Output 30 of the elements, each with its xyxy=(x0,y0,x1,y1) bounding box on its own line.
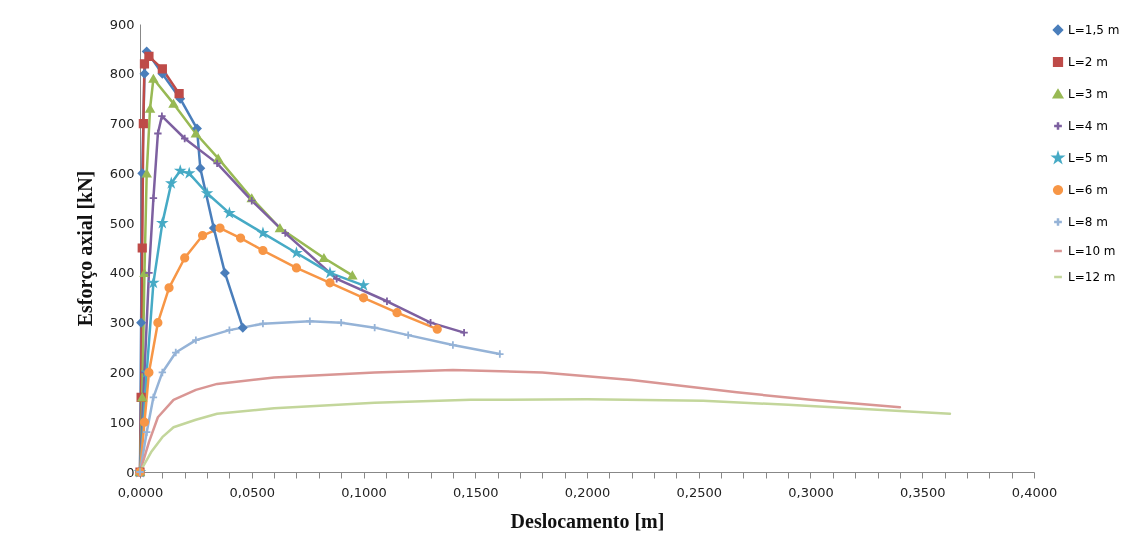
legend-label: L=6 m xyxy=(1068,183,1108,197)
y-tick-label: 600 xyxy=(109,165,135,181)
legend-label: L=2 m xyxy=(1068,55,1108,69)
y-tick-label: 200 xyxy=(109,364,135,380)
legend-label: L=4 m xyxy=(1068,119,1108,133)
x-tick-label: 0,0000 xyxy=(117,484,164,500)
x-tick-label: 0,4000 xyxy=(1011,484,1058,500)
legend-label: L=1,5 m xyxy=(1068,23,1120,37)
x-tick-label: 0,2000 xyxy=(564,484,611,500)
x-tick-label: 0,2500 xyxy=(676,484,722,500)
x-axis-title: Deslocamento [m] xyxy=(510,509,665,532)
y-tick-label: 700 xyxy=(109,116,135,132)
legend-label: L=10 m xyxy=(1068,244,1116,258)
legend-label: L=8 m xyxy=(1068,215,1108,229)
legend-label: L=12 m xyxy=(1068,270,1116,284)
x-tick-label: 0,1000 xyxy=(341,484,387,500)
x-tick-label: 0,3500 xyxy=(900,484,946,500)
y-tick-label: 800 xyxy=(109,66,135,82)
x-tick-label: 0,3000 xyxy=(788,484,834,500)
y-tick-label: 400 xyxy=(109,265,135,281)
x-tick-label: 0,1500 xyxy=(453,484,499,500)
legend-label: L=3 m xyxy=(1068,87,1108,101)
x-tick-label: 0,0500 xyxy=(229,484,275,500)
y-tick-label: 500 xyxy=(109,215,135,231)
legend-label: L=5 m xyxy=(1068,151,1108,165)
y-tick-label: 900 xyxy=(109,16,135,32)
y-tick-label: 300 xyxy=(109,315,135,331)
y-tick-label: 0 xyxy=(126,464,135,480)
y-axis-title: Esforço axial [kN] xyxy=(73,170,97,327)
y-tick-label: 100 xyxy=(109,414,135,430)
